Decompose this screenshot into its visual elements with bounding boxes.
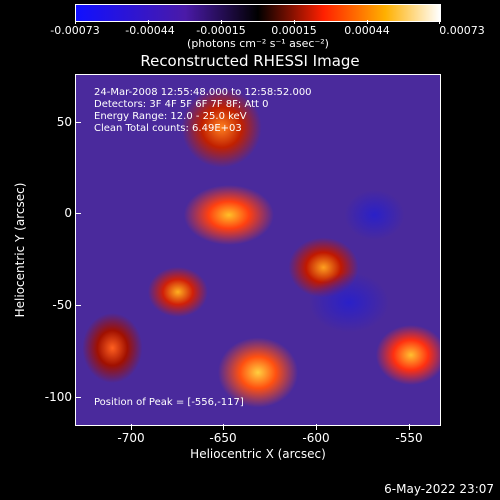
x-tick-label: -700 — [117, 431, 145, 445]
y-tick-label: -50 — [52, 298, 72, 312]
colorbar-units: (photons cm⁻² s⁻¹ asec⁻²) — [187, 37, 329, 50]
x-tick-label: -600 — [302, 431, 330, 445]
x-axis-title: Heliocentric X (arcsec) — [190, 447, 326, 461]
algorithm-text: Clean Total counts: 6.49E+03 — [94, 123, 242, 134]
colorbar-label: -0.00015 — [196, 24, 246, 37]
peak-position-text: Position of Peak = [-556,-117] — [94, 397, 244, 408]
time-range-text: 24-Mar-2008 12:55:48.000 to 12:58:52.000 — [94, 87, 312, 98]
y-axis-title: Heliocentric Y (arcsec) — [13, 182, 27, 318]
colorbar-label: -0.00044 — [125, 24, 175, 37]
x-tick-label: -550 — [395, 431, 423, 445]
energy-range-text: Energy Range: 12.0 - 25.0 keV — [94, 111, 247, 122]
colorbar-label: 0.00044 — [344, 24, 390, 37]
colorbar-label: 0.00073 — [439, 24, 485, 37]
date-stamp: 6-May-2022 23:07 — [384, 482, 494, 496]
colorbar — [75, 4, 441, 22]
colorbar-label: -0.00073 — [50, 24, 100, 37]
y-tick-label: 50 — [56, 115, 72, 129]
x-tick-label: -650 — [209, 431, 237, 445]
colorbar-label: 0.00015 — [271, 24, 317, 37]
image-title: Reconstructed RHESSI Image — [140, 52, 360, 70]
y-tick-label: 0 — [64, 206, 72, 220]
rhessi-image: 24-Mar-2008 12:55:48.000 to 12:58:52.000… — [75, 74, 441, 426]
detectors-text: Detectors: 3F 4F 5F 6F 7F 8F; Att 0 — [94, 99, 269, 110]
y-tick-label: -100 — [44, 390, 72, 404]
